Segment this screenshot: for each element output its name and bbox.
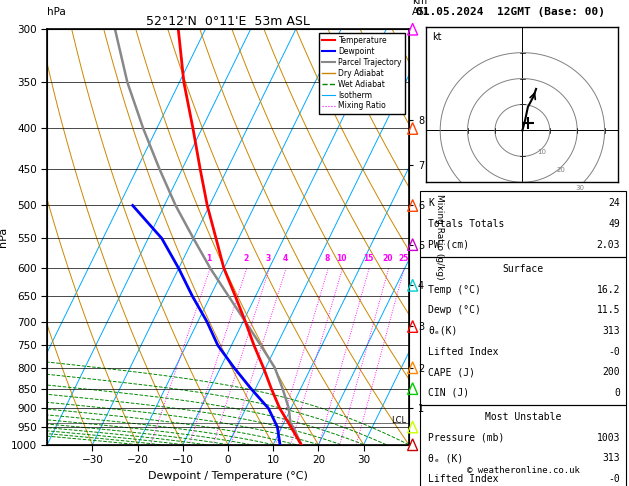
Text: 1003: 1003 — [597, 433, 620, 443]
Text: 24: 24 — [608, 198, 620, 208]
Text: Dewp (°C): Dewp (°C) — [428, 305, 481, 315]
Text: K: K — [428, 198, 434, 208]
Text: Temp (°C): Temp (°C) — [428, 284, 481, 295]
Text: 01.05.2024  12GMT (Base: 00): 01.05.2024 12GMT (Base: 00) — [416, 7, 605, 17]
Text: 3: 3 — [266, 254, 271, 262]
Text: θₑ (K): θₑ (K) — [428, 453, 464, 463]
Text: 0: 0 — [615, 388, 620, 398]
Text: Pressure (mb): Pressure (mb) — [428, 433, 505, 443]
Text: Lifted Index: Lifted Index — [428, 474, 499, 484]
Text: 2.03: 2.03 — [597, 240, 620, 250]
Text: 313: 313 — [603, 326, 620, 336]
Legend: Temperature, Dewpoint, Parcel Trajectory, Dry Adiabat, Wet Adiabat, Isotherm, Mi: Temperature, Dewpoint, Parcel Trajectory… — [319, 33, 405, 114]
Text: 16.2: 16.2 — [597, 284, 620, 295]
Text: 20: 20 — [382, 254, 393, 262]
Text: CAPE (J): CAPE (J) — [428, 367, 476, 377]
Text: Surface: Surface — [503, 264, 544, 274]
Text: Most Unstable: Most Unstable — [485, 412, 562, 422]
Text: 49: 49 — [608, 219, 620, 229]
Y-axis label: hPa: hPa — [0, 227, 8, 247]
Text: θₑ(K): θₑ(K) — [428, 326, 458, 336]
Text: -0: -0 — [608, 347, 620, 357]
Text: -0: -0 — [608, 474, 620, 484]
Bar — [420, 257, 626, 405]
Text: 2: 2 — [243, 254, 248, 262]
Y-axis label: Mixing Ratio (g/kg): Mixing Ratio (g/kg) — [435, 194, 443, 280]
Text: 313: 313 — [603, 453, 620, 463]
Text: km
ASL: km ASL — [412, 0, 430, 17]
Text: CIN (J): CIN (J) — [428, 388, 470, 398]
Text: 1: 1 — [206, 254, 212, 262]
Bar — [420, 191, 626, 257]
Text: PW (cm): PW (cm) — [428, 240, 470, 250]
Title: 52°12'N  0°11'E  53m ASL: 52°12'N 0°11'E 53m ASL — [146, 15, 310, 28]
Text: © weatheronline.co.uk: © weatheronline.co.uk — [467, 466, 580, 475]
Text: 20: 20 — [556, 167, 565, 173]
Text: 10: 10 — [537, 149, 546, 155]
Text: 30: 30 — [576, 185, 584, 191]
Text: LCL: LCL — [391, 416, 406, 425]
Text: 4: 4 — [282, 254, 287, 262]
Text: Totals Totals: Totals Totals — [428, 219, 505, 229]
Text: hPa: hPa — [47, 7, 66, 17]
Text: 11.5: 11.5 — [597, 305, 620, 315]
Text: 200: 200 — [603, 367, 620, 377]
Text: 8: 8 — [325, 254, 330, 262]
Text: kt: kt — [432, 32, 442, 42]
Text: 25: 25 — [398, 254, 409, 262]
Bar — [420, 405, 626, 486]
Text: 15: 15 — [363, 254, 374, 262]
X-axis label: Dewpoint / Temperature (°C): Dewpoint / Temperature (°C) — [148, 470, 308, 481]
Text: Lifted Index: Lifted Index — [428, 347, 499, 357]
Text: 10: 10 — [337, 254, 347, 262]
